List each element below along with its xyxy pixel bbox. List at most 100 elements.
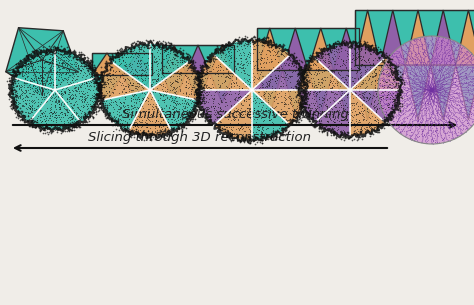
- Point: [463, 64, 471, 69]
- Point: [438, 60, 445, 65]
- Point: [75, 96, 83, 101]
- Point: [385, 110, 392, 115]
- Point: [392, 95, 399, 100]
- Point: [25, 66, 32, 71]
- Point: [403, 116, 411, 120]
- Point: [115, 114, 123, 119]
- Point: [430, 119, 438, 124]
- Point: [258, 134, 265, 138]
- Point: [210, 96, 217, 101]
- Point: [426, 56, 434, 61]
- Point: [162, 130, 170, 135]
- Point: [218, 134, 226, 138]
- Point: [317, 51, 324, 56]
- Point: [44, 49, 51, 54]
- Point: [467, 101, 474, 106]
- Point: [144, 90, 151, 95]
- Point: [129, 87, 137, 92]
- Point: [64, 122, 72, 127]
- Point: [91, 104, 98, 109]
- Point: [8, 80, 16, 84]
- Point: [209, 62, 217, 66]
- Point: [447, 59, 455, 63]
- Point: [104, 78, 112, 83]
- Point: [61, 129, 69, 134]
- Point: [408, 99, 415, 104]
- Point: [79, 52, 86, 57]
- Point: [50, 109, 58, 114]
- Point: [392, 79, 399, 84]
- Point: [145, 46, 153, 51]
- Point: [120, 51, 128, 56]
- Point: [182, 64, 190, 69]
- Point: [446, 45, 453, 50]
- Point: [33, 118, 41, 123]
- Point: [99, 108, 106, 113]
- Point: [49, 92, 57, 97]
- Point: [166, 46, 174, 51]
- Point: [155, 61, 162, 66]
- Point: [108, 117, 115, 122]
- Point: [136, 57, 144, 62]
- Point: [312, 84, 320, 89]
- Point: [57, 100, 65, 105]
- Point: [331, 75, 339, 80]
- Point: [260, 112, 267, 117]
- Point: [464, 88, 471, 93]
- Point: [330, 94, 337, 99]
- Point: [446, 59, 454, 64]
- Point: [25, 87, 32, 92]
- Point: [469, 67, 474, 72]
- Point: [253, 125, 261, 130]
- Point: [283, 71, 291, 76]
- Point: [464, 85, 472, 90]
- Point: [144, 75, 152, 80]
- Point: [176, 102, 184, 106]
- Point: [161, 110, 169, 115]
- Point: [18, 71, 26, 76]
- Point: [352, 51, 360, 56]
- Point: [403, 122, 411, 127]
- Point: [134, 58, 141, 63]
- Point: [199, 85, 207, 90]
- Point: [157, 65, 164, 70]
- Point: [463, 96, 471, 101]
- Point: [377, 86, 385, 91]
- Point: [26, 57, 33, 62]
- Point: [360, 39, 368, 44]
- Point: [405, 112, 412, 117]
- Point: [455, 102, 463, 107]
- Point: [357, 76, 365, 81]
- Point: [75, 57, 82, 62]
- Point: [305, 104, 312, 109]
- Point: [418, 83, 426, 88]
- Point: [432, 130, 440, 135]
- Point: [273, 111, 281, 116]
- Point: [57, 73, 64, 77]
- Point: [69, 122, 76, 127]
- Point: [44, 86, 51, 91]
- Point: [387, 68, 394, 73]
- Point: [451, 57, 459, 62]
- Point: [472, 74, 474, 79]
- Point: [308, 82, 316, 87]
- Point: [241, 41, 248, 45]
- Point: [21, 98, 29, 102]
- Point: [109, 109, 117, 114]
- Point: [262, 74, 269, 78]
- Point: [281, 132, 289, 137]
- Point: [448, 98, 456, 102]
- Point: [142, 131, 150, 136]
- Point: [473, 106, 474, 110]
- Point: [21, 81, 29, 86]
- Point: [381, 80, 389, 84]
- Point: [91, 109, 98, 114]
- Point: [423, 86, 430, 91]
- Point: [376, 58, 384, 63]
- Point: [192, 91, 200, 96]
- Point: [64, 53, 72, 58]
- Point: [358, 128, 365, 133]
- Point: [278, 114, 285, 119]
- Point: [425, 103, 432, 108]
- Point: [204, 65, 212, 70]
